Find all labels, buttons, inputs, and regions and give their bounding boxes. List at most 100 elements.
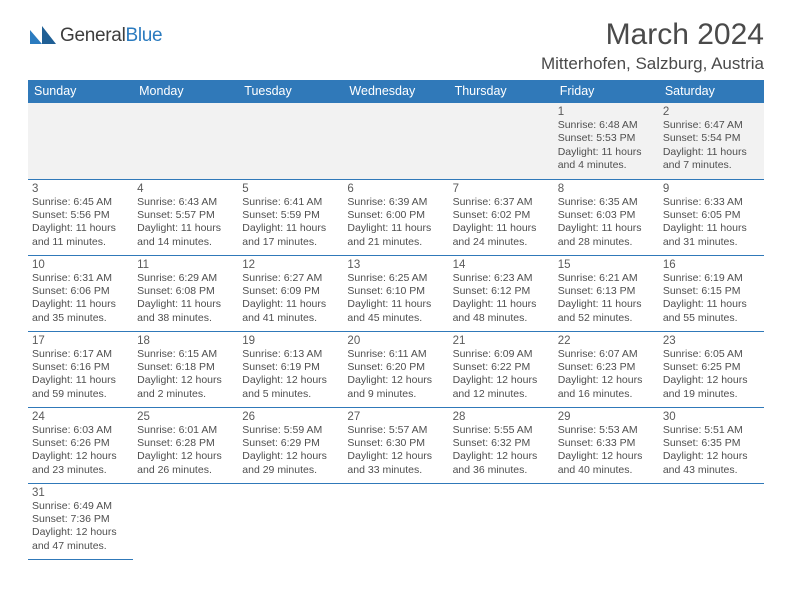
day-number: 29 <box>558 411 655 423</box>
location-subtitle: Mitterhofen, Salzburg, Austria <box>541 54 764 74</box>
calendar-day-cell: 28Sunrise: 5:55 AMSunset: 6:32 PMDayligh… <box>449 407 554 483</box>
calendar-day-cell: 9Sunrise: 6:33 AMSunset: 6:05 PMDaylight… <box>659 179 764 255</box>
day-number: 16 <box>663 259 760 271</box>
sunset-text: Sunset: 6:28 PM <box>137 437 234 450</box>
day-number: 28 <box>453 411 550 423</box>
calendar-day-cell: 13Sunrise: 6:25 AMSunset: 6:10 PMDayligh… <box>343 255 448 331</box>
calendar-day-cell: 26Sunrise: 5:59 AMSunset: 6:29 PMDayligh… <box>238 407 343 483</box>
day-info: Sunrise: 6:27 AMSunset: 6:09 PMDaylight:… <box>242 272 339 326</box>
day-number: 19 <box>242 335 339 347</box>
calendar-day-cell: 18Sunrise: 6:15 AMSunset: 6:18 PMDayligh… <box>133 331 238 407</box>
sunrise-text: Sunrise: 6:21 AM <box>558 272 655 285</box>
calendar-week-row: 3Sunrise: 6:45 AMSunset: 5:56 PMDaylight… <box>28 179 764 255</box>
day-number: 26 <box>242 411 339 423</box>
daylight-text: Daylight: 11 hours and 7 minutes. <box>663 146 760 173</box>
weekday-header: Wednesday <box>343 80 448 103</box>
sunset-text: Sunset: 6:12 PM <box>453 285 550 298</box>
calendar-day-cell: 16Sunrise: 6:19 AMSunset: 6:15 PMDayligh… <box>659 255 764 331</box>
day-info: Sunrise: 6:11 AMSunset: 6:20 PMDaylight:… <box>347 348 444 402</box>
sunset-text: Sunset: 6:19 PM <box>242 361 339 374</box>
daylight-text: Daylight: 11 hours and 11 minutes. <box>32 222 129 249</box>
sunset-text: Sunset: 6:32 PM <box>453 437 550 450</box>
daylight-text: Daylight: 12 hours and 16 minutes. <box>558 374 655 401</box>
sunset-text: Sunset: 6:16 PM <box>32 361 129 374</box>
sunset-text: Sunset: 5:54 PM <box>663 132 760 145</box>
sunset-text: Sunset: 6:30 PM <box>347 437 444 450</box>
sunrise-text: Sunrise: 6:01 AM <box>137 424 234 437</box>
daylight-text: Daylight: 11 hours and 24 minutes. <box>453 222 550 249</box>
day-number: 30 <box>663 411 760 423</box>
calendar-day-cell: 25Sunrise: 6:01 AMSunset: 6:28 PMDayligh… <box>133 407 238 483</box>
sunrise-text: Sunrise: 6:07 AM <box>558 348 655 361</box>
daylight-text: Daylight: 12 hours and 40 minutes. <box>558 450 655 477</box>
sunrise-text: Sunrise: 6:41 AM <box>242 196 339 209</box>
day-info: Sunrise: 6:07 AMSunset: 6:23 PMDaylight:… <box>558 348 655 402</box>
day-number: 15 <box>558 259 655 271</box>
month-title: March 2024 <box>541 18 764 52</box>
calendar-day-cell: 4Sunrise: 6:43 AMSunset: 5:57 PMDaylight… <box>133 179 238 255</box>
day-info: Sunrise: 6:29 AMSunset: 6:08 PMDaylight:… <box>137 272 234 326</box>
brand-logo: GeneralBlue <box>28 24 162 48</box>
day-number: 8 <box>558 183 655 195</box>
daylight-text: Daylight: 11 hours and 41 minutes. <box>242 298 339 325</box>
daylight-text: Daylight: 12 hours and 36 minutes. <box>453 450 550 477</box>
calendar-day-cell: 23Sunrise: 6:05 AMSunset: 6:25 PMDayligh… <box>659 331 764 407</box>
sunrise-text: Sunrise: 6:48 AM <box>558 119 655 132</box>
daylight-text: Daylight: 12 hours and 29 minutes. <box>242 450 339 477</box>
day-number: 11 <box>137 259 234 271</box>
calendar-day-cell: 1Sunrise: 6:48 AMSunset: 5:53 PMDaylight… <box>554 103 659 179</box>
daylight-text: Daylight: 11 hours and 52 minutes. <box>558 298 655 325</box>
day-number: 22 <box>558 335 655 347</box>
daylight-text: Daylight: 12 hours and 2 minutes. <box>137 374 234 401</box>
calendar-week-row: 17Sunrise: 6:17 AMSunset: 6:16 PMDayligh… <box>28 331 764 407</box>
daylight-text: Daylight: 11 hours and 38 minutes. <box>137 298 234 325</box>
day-info: Sunrise: 5:59 AMSunset: 6:29 PMDaylight:… <box>242 424 339 478</box>
title-block: March 2024 Mitterhofen, Salzburg, Austri… <box>541 18 764 74</box>
sunset-text: Sunset: 6:15 PM <box>663 285 760 298</box>
sunset-text: Sunset: 6:29 PM <box>242 437 339 450</box>
calendar-week-row: 24Sunrise: 6:03 AMSunset: 6:26 PMDayligh… <box>28 407 764 483</box>
calendar-day-cell <box>659 483 764 559</box>
day-info: Sunrise: 6:45 AMSunset: 5:56 PMDaylight:… <box>32 196 129 250</box>
sunrise-text: Sunrise: 5:51 AM <box>663 424 760 437</box>
sunset-text: Sunset: 5:59 PM <box>242 209 339 222</box>
sunset-text: Sunset: 6:09 PM <box>242 285 339 298</box>
daylight-text: Daylight: 12 hours and 47 minutes. <box>32 526 129 553</box>
sunset-text: Sunset: 6:22 PM <box>453 361 550 374</box>
day-number: 14 <box>453 259 550 271</box>
calendar-page: GeneralBlue March 2024 Mitterhofen, Salz… <box>0 0 792 560</box>
day-info: Sunrise: 6:47 AMSunset: 5:54 PMDaylight:… <box>663 119 760 173</box>
daylight-text: Daylight: 12 hours and 33 minutes. <box>347 450 444 477</box>
day-info: Sunrise: 6:23 AMSunset: 6:12 PMDaylight:… <box>453 272 550 326</box>
sunrise-text: Sunrise: 6:23 AM <box>453 272 550 285</box>
sunrise-text: Sunrise: 6:29 AM <box>137 272 234 285</box>
calendar-day-cell: 21Sunrise: 6:09 AMSunset: 6:22 PMDayligh… <box>449 331 554 407</box>
weekday-header-row: Sunday Monday Tuesday Wednesday Thursday… <box>28 80 764 103</box>
sunset-text: Sunset: 6:00 PM <box>347 209 444 222</box>
sunset-text: Sunset: 5:57 PM <box>137 209 234 222</box>
sunset-text: Sunset: 6:02 PM <box>453 209 550 222</box>
daylight-text: Daylight: 11 hours and 4 minutes. <box>558 146 655 173</box>
sunrise-text: Sunrise: 6:35 AM <box>558 196 655 209</box>
calendar-day-cell: 15Sunrise: 6:21 AMSunset: 6:13 PMDayligh… <box>554 255 659 331</box>
sunset-text: Sunset: 6:33 PM <box>558 437 655 450</box>
calendar-day-cell: 7Sunrise: 6:37 AMSunset: 6:02 PMDaylight… <box>449 179 554 255</box>
day-number: 25 <box>137 411 234 423</box>
brand-name-a: General <box>60 25 126 46</box>
day-number: 2 <box>663 106 760 118</box>
calendar-table: Sunday Monday Tuesday Wednesday Thursday… <box>28 80 764 560</box>
sunrise-text: Sunrise: 5:55 AM <box>453 424 550 437</box>
day-info: Sunrise: 5:51 AMSunset: 6:35 PMDaylight:… <box>663 424 760 478</box>
weekday-header: Saturday <box>659 80 764 103</box>
daylight-text: Daylight: 11 hours and 31 minutes. <box>663 222 760 249</box>
day-number: 5 <box>242 183 339 195</box>
sunrise-text: Sunrise: 6:11 AM <box>347 348 444 361</box>
day-number: 24 <box>32 411 129 423</box>
sunrise-text: Sunrise: 6:47 AM <box>663 119 760 132</box>
calendar-day-cell: 3Sunrise: 6:45 AMSunset: 5:56 PMDaylight… <box>28 179 133 255</box>
sunset-text: Sunset: 5:56 PM <box>32 209 129 222</box>
sunset-text: Sunset: 7:36 PM <box>32 513 129 526</box>
sunrise-text: Sunrise: 6:09 AM <box>453 348 550 361</box>
daylight-text: Daylight: 11 hours and 21 minutes. <box>347 222 444 249</box>
sunrise-text: Sunrise: 6:31 AM <box>32 272 129 285</box>
